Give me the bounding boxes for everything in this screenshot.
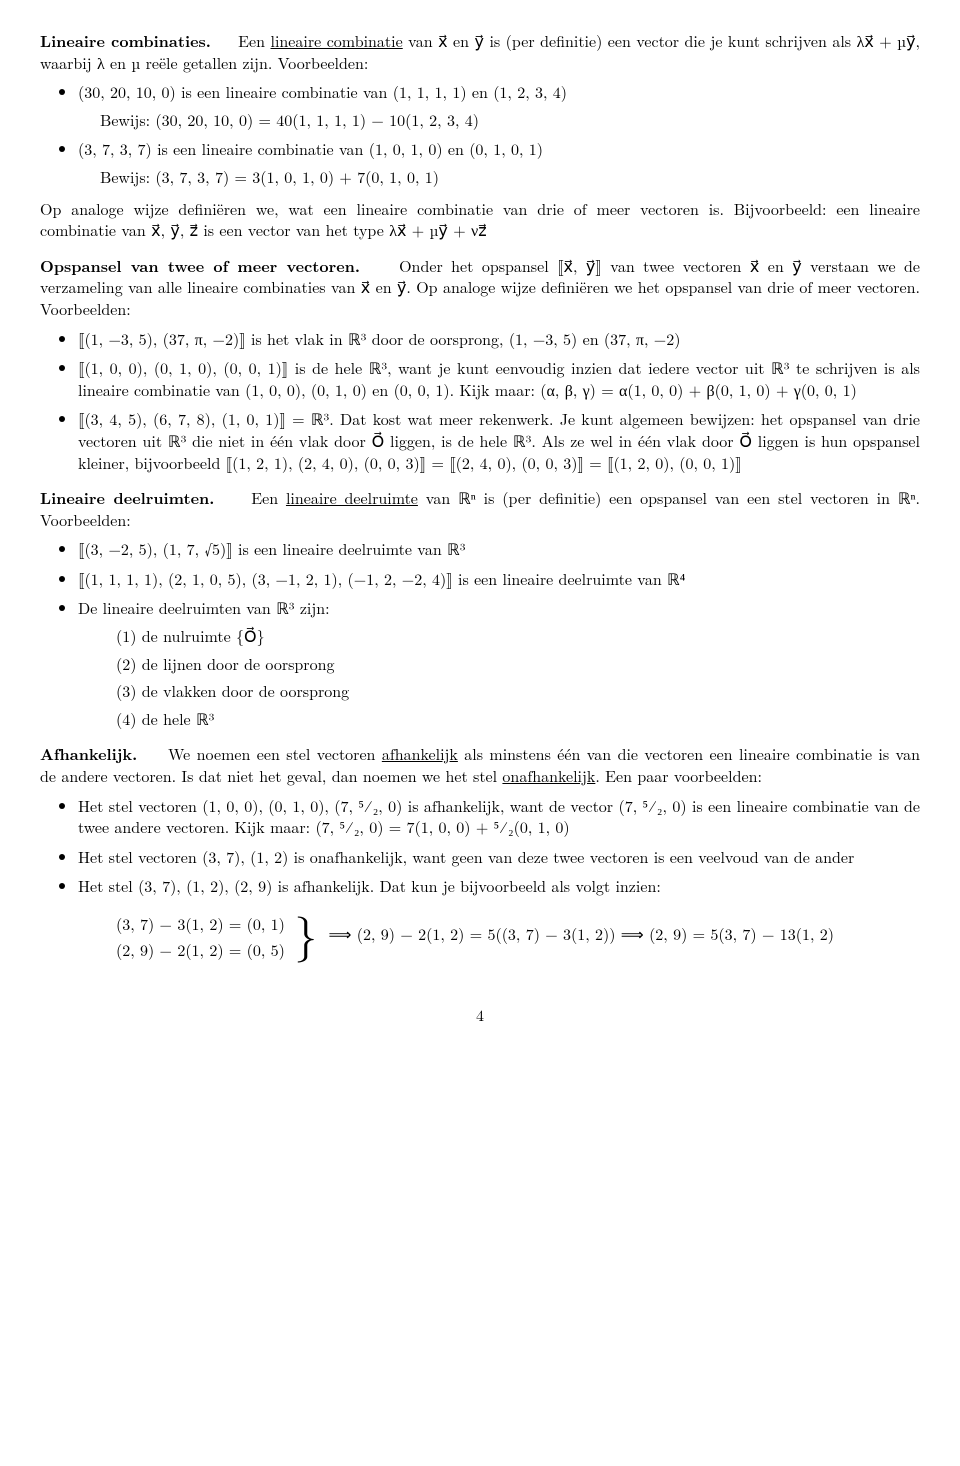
paragraph: Lineaire deelruimten. Een lineaire deelr… <box>40 487 920 530</box>
right-brace-icon: } <box>294 914 317 960</box>
example-list: Het stel vectoren (1, 0, 0), (0, 1, 0), … <box>40 795 920 965</box>
list-item: (3) de vlakken door de oorsprong <box>116 680 920 702</box>
list-item: ⟦(3, −2, 5), (1, 7, √5)⟧ is een lineaire… <box>78 538 920 560</box>
equation-line: (2, 9) − 2(1, 2) = (0, 5) <box>116 939 285 961</box>
list-item: ⟦(3, 4, 5), (6, 7, 8), (1, 0, 1)⟧ = ℝ³. … <box>78 408 920 473</box>
list-item: (2) de lijnen door de oorsprong <box>116 653 920 675</box>
proof-line: Bewijs: (3, 7, 3, 7) = 3(1, 0, 1, 0) + 7… <box>100 166 920 188</box>
page-number: 4 <box>40 1004 920 1026</box>
text: . Een paar voorbeelden: <box>595 764 762 787</box>
proof-line: Bewijs: (30, 20, 10, 0) = 40(1, 1, 1, 1)… <box>100 109 920 131</box>
equation-line: (3, 7) − 3(1, 2) = (0, 1) <box>116 913 285 935</box>
defined-term: lineaire combinatie <box>271 29 403 52</box>
list-item: (3, 7, 3, 7) is een lineaire combinatie … <box>78 138 920 187</box>
text: (30, 20, 10, 0) is een lineaire combinat… <box>78 80 567 103</box>
list-item: ⟦(1, 0, 0), (0, 1, 0), (0, 0, 1)⟧ is de … <box>78 357 920 400</box>
defined-term: afhankelijk <box>382 742 458 765</box>
list-item: Het stel vectoren (1, 0, 0), (0, 1, 0), … <box>78 795 920 838</box>
list-item: ⟦(1, −3, 5), (37, π, −2)⟧ is het vlak in… <box>78 328 920 350</box>
example-list: ⟦(3, −2, 5), (1, 7, √5)⟧ is een lineaire… <box>40 538 920 729</box>
section-deelruimten: Lineaire deelruimten. Een lineaire deelr… <box>40 487 920 729</box>
list-item: De lineaire deelruimten van ℝ³ zijn: (1)… <box>78 597 920 729</box>
defined-term: lineaire deelruimte <box>286 486 418 509</box>
paragraph: Afhankelijk. We noemen een stel vectoren… <box>40 743 920 786</box>
list-item: ⟦(1, 1, 1, 1), (2, 1, 0, 5), (3, −1, 2, … <box>78 568 920 590</box>
section-heading: Opspansel van twee of meer vectoren. <box>40 254 360 277</box>
list-item: Het stel vectoren (3, 7), (1, 2) is onaf… <box>78 846 920 868</box>
text: De lineaire deelruimten van ℝ³ zijn: <box>78 596 330 619</box>
defined-term: onafhankelijk <box>502 764 595 787</box>
list-item: (30, 20, 10, 0) is een lineaire combinat… <box>78 81 920 130</box>
section-heading: Lineaire combinaties. <box>40 29 211 52</box>
paragraph: Opspansel van twee of meer vectoren. Ond… <box>40 255 920 320</box>
list-item: (1) de nulruimte {O⃗} <box>116 625 920 647</box>
text: We noemen een stel vectoren <box>168 742 382 765</box>
numbered-sublist: (1) de nulruimte {O⃗} (2) de lijnen door… <box>116 625 920 729</box>
section-afhankelijk: Afhankelijk. We noemen een stel vectoren… <box>40 743 920 964</box>
section-opspansel: Opspansel van twee of meer vectoren. Ond… <box>40 255 920 473</box>
text: Het stel (3, 7), (1, 2), (2, 9) is afhan… <box>78 874 661 897</box>
list-item: (4) de hele ℝ³ <box>116 708 920 730</box>
text: Een <box>238 29 270 52</box>
brace-group: (3, 7) − 3(1, 2) = (0, 1) (2, 9) − 2(1, … <box>116 909 323 964</box>
example-list: (30, 20, 10, 0) is een lineaire combinat… <box>40 81 920 187</box>
implication-display: (3, 7) − 3(1, 2) = (0, 1) (2, 9) − 2(1, … <box>116 909 920 964</box>
example-list: ⟦(1, −3, 5), (37, π, −2)⟧ is het vlak in… <box>40 328 920 474</box>
section-lineaire-combinaties: Lineaire combinaties. Een lineaire combi… <box>40 30 920 241</box>
paragraph: Op analoge wijze definiëren we, wat een … <box>40 198 920 241</box>
list-item: Het stel (3, 7), (1, 2), (2, 9) is afhan… <box>78 875 920 964</box>
implication-result: ⟹ (2, 9) − 2(1, 2) = 5((3, 7) − 3(1, 2))… <box>329 922 834 945</box>
paragraph: Lineaire combinaties. Een lineaire combi… <box>40 30 920 73</box>
section-heading: Lineaire deelruimten. <box>40 486 214 509</box>
text: Een <box>251 486 286 509</box>
section-heading: Afhankelijk. <box>40 742 137 765</box>
text: (3, 7, 3, 7) is een lineaire combinatie … <box>78 137 543 160</box>
